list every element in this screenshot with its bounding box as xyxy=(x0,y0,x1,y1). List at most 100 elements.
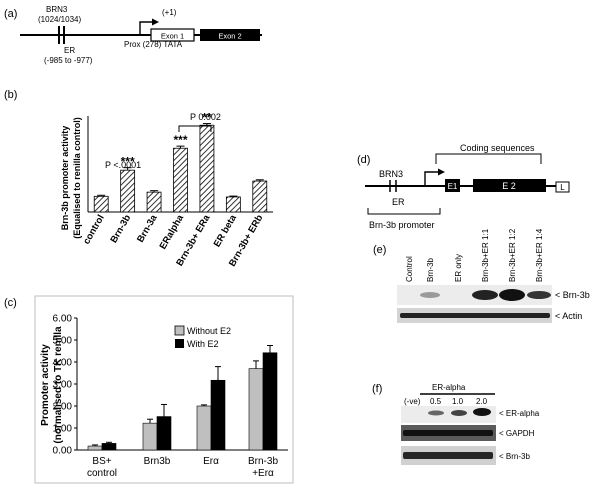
f-band-gapdh xyxy=(403,430,493,436)
brn3-site-label: BRN3 xyxy=(46,5,68,14)
c-bar-s0-3 xyxy=(248,368,264,451)
d-tss-arrow xyxy=(424,171,438,186)
legend: Without E2 With E2 xyxy=(174,325,231,349)
e-band-label-brn3b: < Brn-3b xyxy=(555,290,590,300)
c-bar-s0-1 xyxy=(142,422,158,451)
e-lane-6: Brn-3b+ER 1:4 xyxy=(535,228,544,282)
c-bar-s1-2 xyxy=(210,379,226,451)
b-bar-6 xyxy=(252,180,268,213)
panel-b-ylabel-1: Brn-3b promoter activity xyxy=(60,126,70,231)
e1-label: E1 xyxy=(448,182,458,191)
e-band-actin xyxy=(400,313,550,318)
f-blot-er xyxy=(401,406,496,423)
b-xtick-1: Brn-3b xyxy=(108,213,133,245)
b-xtick-2: Brn-3a xyxy=(135,212,160,244)
legend-label-without-e2: Without E2 xyxy=(187,326,231,336)
panel-c-ylabel-1: Promoter activity xyxy=(40,344,51,426)
f-lane-4: 2.0 xyxy=(476,397,488,406)
f-lane-2: 0.5 xyxy=(430,397,442,406)
panel-c-label: (c) xyxy=(4,297,17,309)
c-ytick-label-6: 6.00 xyxy=(53,314,73,325)
d-er-label: ER xyxy=(392,197,405,207)
panel-b: (b) Brn-3b promoter activity (Equalised … xyxy=(4,89,273,269)
panel-f: (f) ER-alpha (-ve) 0.5 1.0 2.0 < ER-alph… xyxy=(372,383,540,465)
e-band-brn3b-lane5 xyxy=(499,289,525,301)
panel-b-ylabel-2: (Equalised to renilla control) xyxy=(72,117,82,239)
promoter-bracket xyxy=(367,208,441,215)
b-bar-1 xyxy=(120,169,136,213)
b-bar-5 xyxy=(225,196,241,213)
e-band-brn3b-lane2 xyxy=(420,292,440,298)
b-bar-4 xyxy=(199,124,215,213)
panel-a: (a) BRN3 (1024/1034) ER (-985 to -977) (… xyxy=(4,5,262,65)
c-xlabel-4b: +Erα xyxy=(252,468,274,479)
panel-d-label: (d) xyxy=(357,154,370,166)
panel-c-ylabel-2: (normalised to TK renilla xyxy=(53,326,64,444)
significance-bracket xyxy=(178,125,212,132)
f-band-label-brn3b: < Brn-3b xyxy=(499,452,530,461)
e-band-brn3b-lane6 xyxy=(527,291,551,299)
f-band-brn3b xyxy=(403,452,493,459)
legend-swatch-without-e2 xyxy=(174,325,185,336)
tss-arrowhead xyxy=(152,18,159,26)
c-xlabel-2a: Brn3b xyxy=(144,456,171,467)
f-band-er-lane3 xyxy=(451,410,467,416)
c-bar-s1-1 xyxy=(156,416,172,451)
panel-f-label: (f) xyxy=(372,383,382,395)
l-box xyxy=(555,181,570,193)
e-lane-4: Brn-3b+ER 1:1 xyxy=(481,228,490,282)
e-lane-2: Brn-3b xyxy=(426,257,435,282)
f-band-label-gapdh: < GAPDH xyxy=(499,429,535,438)
c-bar-s0-2 xyxy=(196,405,212,451)
f-band-er-lane2 xyxy=(428,410,444,416)
b-xtick-3: ERalpha xyxy=(158,212,187,251)
e2-box xyxy=(473,179,546,192)
legend-swatch-with-e2 xyxy=(175,339,184,348)
c-bar-s1-0 xyxy=(101,443,117,451)
c-ytick-label-4: 4.00 xyxy=(53,358,73,369)
e-lane-1: Control xyxy=(405,256,414,282)
d-brn3-label: BRN3 xyxy=(379,169,403,179)
c-ytick-label-3: 3.00 xyxy=(53,380,73,391)
brn3-site-position: (1024/1034) xyxy=(38,15,81,24)
panel-b-label: (b) xyxy=(4,89,17,101)
pvalue-2: P 0.002 xyxy=(190,112,221,122)
c-xlabel-3a: Erα xyxy=(203,456,219,467)
b-significance-1: *** xyxy=(173,133,187,147)
exon1-box xyxy=(150,28,195,42)
panel-a-label: (a) xyxy=(4,8,17,20)
exon1-label: Exon 1 xyxy=(161,32,184,41)
d-tss-arrowhead xyxy=(438,168,445,176)
c-ytick-label-0: 0.00 xyxy=(53,446,73,457)
panel-c: (c) Promoter activity (normalised to TK … xyxy=(4,295,294,484)
exon2-label: Exon 2 xyxy=(218,32,241,41)
c-ytick-label-1: 1.00 xyxy=(53,424,73,435)
l-label: L xyxy=(560,183,565,192)
panel-e: (e) Control Brn-3b ER only Brn-3b+ER 1:1… xyxy=(373,228,590,323)
f-lane-3: 1.0 xyxy=(452,397,464,406)
b-xtick-0: control xyxy=(81,213,107,246)
b-bar-2 xyxy=(146,191,162,213)
b-bar-3 xyxy=(173,147,188,213)
f-header: ER-alpha xyxy=(432,383,466,392)
c-xlabel-1a: BS+ xyxy=(92,456,111,467)
coding-label: Coding sequences xyxy=(460,143,535,153)
c-bar-s0-0 xyxy=(87,445,103,451)
e2-label: E 2 xyxy=(502,181,516,191)
exon2-box xyxy=(200,29,260,41)
b-xtick-5: ER beta xyxy=(212,212,240,249)
e-band-label-actin: < Actin xyxy=(555,311,582,321)
er-site-range: (-985 to -977) xyxy=(44,56,93,65)
c-bar-s1-3 xyxy=(262,352,278,451)
panel-e-label: (e) xyxy=(373,244,386,256)
tss-arrow xyxy=(139,21,152,35)
c-xlabel-1b: control xyxy=(87,468,117,479)
e1-box xyxy=(445,179,460,192)
f-lane-1: (-ve) xyxy=(404,397,421,406)
e-lane-5: Brn-3b+ER 1:2 xyxy=(508,228,517,282)
f-band-er-lane4 xyxy=(473,408,491,416)
b-significance-2: ** xyxy=(202,111,212,125)
e-lane-3: ER only xyxy=(454,254,463,282)
panel-c-chart: 0.00 1.00 2.00 3.00 4.00 5.00 6.00 xyxy=(53,314,288,457)
